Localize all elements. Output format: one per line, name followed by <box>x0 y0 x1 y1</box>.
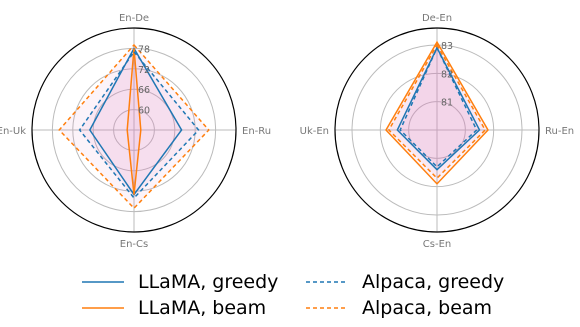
series-fill <box>89 48 182 195</box>
legend-label: LLaMA, greedy <box>138 271 278 293</box>
series-line-llama-greedy <box>396 46 481 171</box>
legend: LLaMA, greedy LLaMA, beam Alpaca, greedy Al… <box>82 271 504 319</box>
legend-label: Alpaca, beam <box>362 297 492 319</box>
series-line-alpaca-beam <box>58 43 210 210</box>
series-fill <box>400 47 477 167</box>
axis-label: De-En <box>422 13 452 24</box>
legend-label: Alpaca, greedy <box>362 271 504 293</box>
axis-label: En-Ru <box>242 126 271 137</box>
series-line-llama-beam <box>385 40 489 185</box>
series-fill <box>397 47 480 170</box>
tick-label: 83 <box>441 41 453 52</box>
series-fill <box>386 42 488 184</box>
tick-label: 82 <box>441 69 453 80</box>
radar-chart-translation-from-english: 60 66 72 78 En-De En-Ru En-Cs En-Uk <box>0 13 271 250</box>
radar-chart-translation-into-english: 81 82 83 De-En Ru-En Cs-En Uk-En <box>300 13 574 250</box>
axis-label: Uk-En <box>300 126 329 137</box>
axis-label: Ru-En <box>545 126 574 137</box>
outer-circle <box>31 27 237 233</box>
tick-label: 81 <box>441 98 453 109</box>
axis-label: En-Cs <box>120 239 148 250</box>
series-line-llama-beam <box>126 48 142 195</box>
tick-label: 66 <box>138 85 150 96</box>
legend-label: LLaMA, beam <box>138 297 266 319</box>
series-fill <box>59 45 209 209</box>
series-line-alpaca-beam <box>387 43 487 180</box>
axis-label: En-Uk <box>0 126 26 137</box>
tick-label: 72 <box>138 65 150 76</box>
axis-label: En-De <box>119 13 149 24</box>
series-line-alpaca-greedy <box>399 46 478 168</box>
tick-label: 78 <box>138 44 150 55</box>
series-fill <box>79 51 199 198</box>
tick-label: 60 <box>138 106 150 117</box>
outer-circle <box>334 27 540 233</box>
axis-label: Cs-En <box>423 239 451 250</box>
